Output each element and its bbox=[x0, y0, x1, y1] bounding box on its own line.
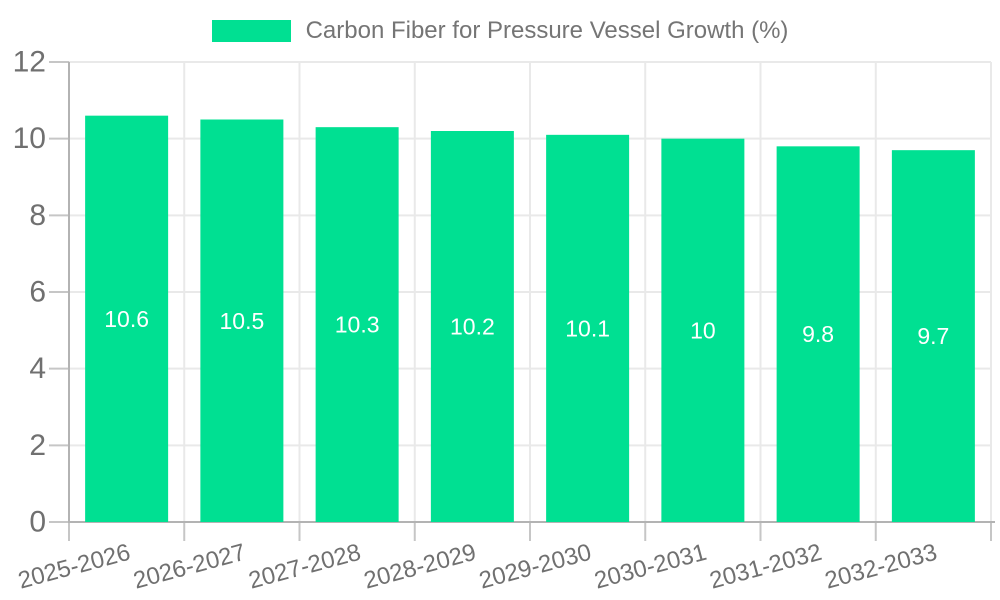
bar bbox=[776, 146, 860, 523]
x-tick-label: 2030-2031 bbox=[592, 539, 710, 595]
y-tick-label: 0 bbox=[29, 506, 46, 539]
y-tick-label: 10 bbox=[13, 122, 46, 155]
bar-value-label: 10.5 bbox=[219, 308, 264, 334]
y-tick-label: 12 bbox=[13, 46, 46, 79]
x-tick-label: 2032-2033 bbox=[822, 539, 940, 595]
bar-value-label: 10.6 bbox=[104, 306, 149, 332]
x-tick-label: 2028-2029 bbox=[361, 539, 479, 595]
x-tick-label: 2027-2028 bbox=[246, 539, 364, 595]
bar-value-label: 10.2 bbox=[450, 314, 495, 340]
bar-value-label: 9.8 bbox=[802, 321, 834, 347]
bar bbox=[85, 115, 169, 523]
bar bbox=[430, 131, 514, 522]
bar-value-label: 9.7 bbox=[917, 323, 949, 349]
legend-swatch-icon bbox=[211, 20, 291, 42]
x-tick-label: 2031-2032 bbox=[707, 539, 825, 595]
bar bbox=[891, 150, 975, 522]
x-tick-label: 2029-2030 bbox=[476, 539, 594, 595]
legend: Carbon Fiber for Pressure Vessel Growth … bbox=[0, 17, 1000, 45]
bar-value-label: 10.1 bbox=[565, 315, 610, 341]
bar bbox=[661, 138, 745, 522]
bar bbox=[200, 119, 284, 522]
bar bbox=[315, 127, 399, 523]
bar bbox=[546, 134, 630, 523]
y-tick-label: 4 bbox=[29, 352, 46, 385]
legend-label: Carbon Fiber for Pressure Vessel Growth … bbox=[305, 17, 789, 44]
x-tick-label: 2025-2026 bbox=[15, 539, 133, 595]
y-tick-label: 8 bbox=[29, 199, 46, 232]
bar-value-label: 10.3 bbox=[335, 312, 380, 338]
bar-value-label: 10 bbox=[690, 317, 716, 343]
x-tick-label: 2026-2027 bbox=[131, 539, 249, 595]
y-tick-label: 2 bbox=[29, 429, 46, 462]
y-tick-label: 6 bbox=[29, 276, 46, 309]
